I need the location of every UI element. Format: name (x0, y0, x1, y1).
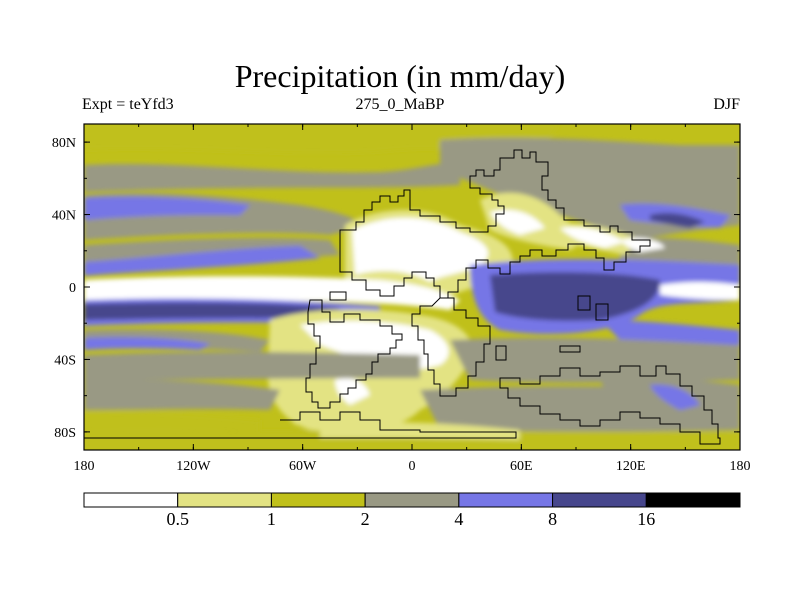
colorbar-label: 1 (267, 509, 276, 529)
period-label: 275_0_MaBP (355, 96, 445, 113)
lat-tick-label: 80N (52, 136, 76, 151)
lat-tick-label: 40N (52, 209, 76, 224)
lon-tick-label: 120E (616, 459, 646, 474)
colorbar-swatch (270, 492, 366, 508)
map-title: Precipitation (in mm/day) (234, 58, 566, 94)
latitude-labels: 80N 40N 0 40S 80S (52, 136, 76, 441)
lon-tick-label: 60W (289, 459, 317, 474)
colorbar-label: 16 (637, 509, 655, 529)
colorbar-swatch (645, 492, 741, 508)
colorbar-label: 8 (548, 509, 557, 529)
precipitation-field (84, 124, 740, 450)
colorbar-swatch (364, 492, 460, 508)
lon-tick-label: 60E (510, 459, 533, 474)
lon-tick-label: 180 (730, 459, 751, 474)
lon-tick-label: 180 (74, 459, 95, 474)
colorbar-swatch (83, 492, 179, 508)
coastline-outlines (84, 149, 721, 445)
colorbar: 0.5 1 2 4 8 16 (83, 492, 741, 529)
colorbar-label: 0.5 (166, 509, 189, 529)
colorbar-swatch (177, 492, 272, 508)
lat-tick-label: 40S (54, 353, 76, 368)
season-label: DJF (713, 96, 740, 113)
lat-tick-label: 0 (69, 281, 76, 296)
lat-tick-label: 80S (54, 426, 76, 441)
colorbar-label: 2 (361, 509, 370, 529)
axis-ticks (83, 124, 741, 450)
colorbar-swatch (552, 492, 647, 508)
colorbar-label: 4 (454, 509, 463, 529)
lon-tick-label: 120W (176, 459, 211, 474)
colorbar-swatch (458, 492, 554, 508)
lon-tick-label: 0 (409, 459, 416, 474)
longitude-labels: 180 120W 60W 0 60E 120E 180 (74, 459, 751, 474)
experiment-label: Expt = teYfd3 (82, 96, 174, 113)
